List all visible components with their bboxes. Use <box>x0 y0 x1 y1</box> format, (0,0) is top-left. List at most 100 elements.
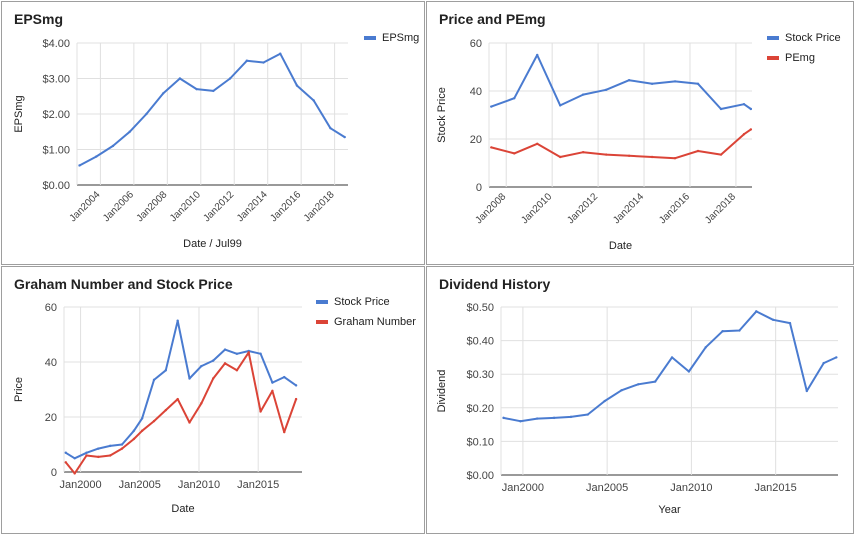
data-point <box>536 417 539 420</box>
y-tick-label: 40 <box>470 86 482 98</box>
data-point <box>235 369 239 372</box>
data-point <box>97 455 100 459</box>
data-point <box>176 319 179 322</box>
data-point <box>111 144 115 148</box>
y-tick-label: $0.20 <box>466 403 494 415</box>
legend-swatch <box>767 36 779 40</box>
data-point <box>78 164 81 167</box>
data-point <box>279 52 282 55</box>
data-point <box>719 107 723 111</box>
data-point <box>140 429 144 432</box>
legend-label: Graham Number <box>334 316 416 328</box>
x-tick-label: Jan2018 <box>302 189 337 224</box>
data-point <box>73 472 76 475</box>
data-point <box>581 93 585 96</box>
data-point <box>620 389 623 392</box>
x-tick-label: Jan2015 <box>755 482 797 494</box>
data-point <box>262 61 265 64</box>
y-tick-label: 20 <box>45 412 57 424</box>
data-point <box>603 399 606 403</box>
data-point <box>164 369 168 372</box>
y-tick-label: $0.00 <box>466 470 494 482</box>
data-point <box>749 107 753 111</box>
x-axis-title: Year <box>658 504 681 516</box>
data-point <box>176 397 179 401</box>
data-point <box>188 421 191 424</box>
data-point <box>490 146 493 149</box>
data-point <box>259 352 262 355</box>
data-point <box>178 77 182 80</box>
y-tick-label: $4.00 <box>42 38 70 50</box>
data-point <box>259 410 262 413</box>
data-point <box>719 153 723 156</box>
price-pe-chart-panel: Price and PEmg 0 20 40 60 Jan2008 Jan2010 Jan2… <box>426 1 854 265</box>
graham-chart: 0 20 40 60 Jan2000 Jan2005 Jan2010 Jan2015 Price… <box>13 296 416 515</box>
x-tick-label: Jan2015 <box>237 479 279 491</box>
x-tick-label: Jan2008 <box>473 191 508 226</box>
x-tick-label: Jan2014 <box>611 191 646 226</box>
data-point <box>188 377 191 380</box>
x-axis-title: Date <box>171 503 194 515</box>
data-point <box>650 82 654 86</box>
data-point <box>212 89 215 93</box>
legend-label: Stock Price <box>785 32 841 44</box>
data-point <box>200 364 203 368</box>
data-point <box>604 88 608 92</box>
x-tick-label: Jan2005 <box>119 479 161 491</box>
data-point <box>721 329 724 333</box>
data-point <box>85 451 88 454</box>
data-point <box>536 53 539 57</box>
data-point <box>245 59 248 62</box>
data-point <box>132 437 136 441</box>
data-point <box>271 381 274 384</box>
y-tick-label: 40 <box>45 357 57 369</box>
x-tick-label: Jan2000 <box>502 482 544 494</box>
x-tick-label: Jan2012 <box>565 191 600 226</box>
data-point <box>670 356 674 359</box>
data-point <box>294 384 298 387</box>
data-point <box>73 457 76 460</box>
data-point <box>704 346 707 349</box>
chart-title: Graham Number and Stock Price <box>14 276 233 292</box>
series-line <box>78 52 346 167</box>
data-point <box>164 408 168 412</box>
y-tick-label: $0.30 <box>466 369 494 381</box>
data-point <box>85 454 88 457</box>
eps-chart: $0.00$1.00$2.00$3.00$4.00Jan2004Jan2006J… <box>13 32 419 250</box>
data-point <box>97 447 100 450</box>
data-point <box>835 356 838 359</box>
y-tick-label: $2.00 <box>42 109 70 121</box>
x-axis-title: Date / Jul99 <box>183 238 242 250</box>
data-point <box>559 155 562 159</box>
data-point <box>283 375 286 379</box>
data-point <box>653 380 657 383</box>
y-tick-label: $0.10 <box>466 436 494 448</box>
x-tick-label: Jan2018 <box>703 191 738 226</box>
data-point <box>552 416 556 420</box>
y-axis-title: Dividend <box>436 370 448 413</box>
legend-swatch <box>364 36 376 40</box>
data-point <box>140 417 144 420</box>
data-point <box>223 348 227 351</box>
data-point <box>120 443 124 446</box>
data-point <box>586 413 589 416</box>
legend-label: EPSmg <box>382 32 419 44</box>
data-point <box>64 451 67 454</box>
y-axis-title: EPSmg <box>13 95 25 132</box>
data-point <box>108 454 112 457</box>
x-tick-label: Jan2004 <box>68 189 103 224</box>
data-point <box>637 383 640 386</box>
data-point <box>120 447 124 450</box>
chart-title: EPSmg <box>14 11 64 27</box>
x-tick-label: Jan2010 <box>670 482 712 494</box>
legend-swatch <box>767 56 779 60</box>
x-tick-label: Jan2006 <box>101 189 136 224</box>
data-point <box>132 429 136 432</box>
data-point <box>513 152 516 155</box>
data-point <box>211 377 215 380</box>
y-tick-label: 20 <box>470 134 482 146</box>
x-tick-label: Jan2008 <box>135 189 170 224</box>
data-point <box>559 104 562 107</box>
data-point <box>805 389 809 393</box>
